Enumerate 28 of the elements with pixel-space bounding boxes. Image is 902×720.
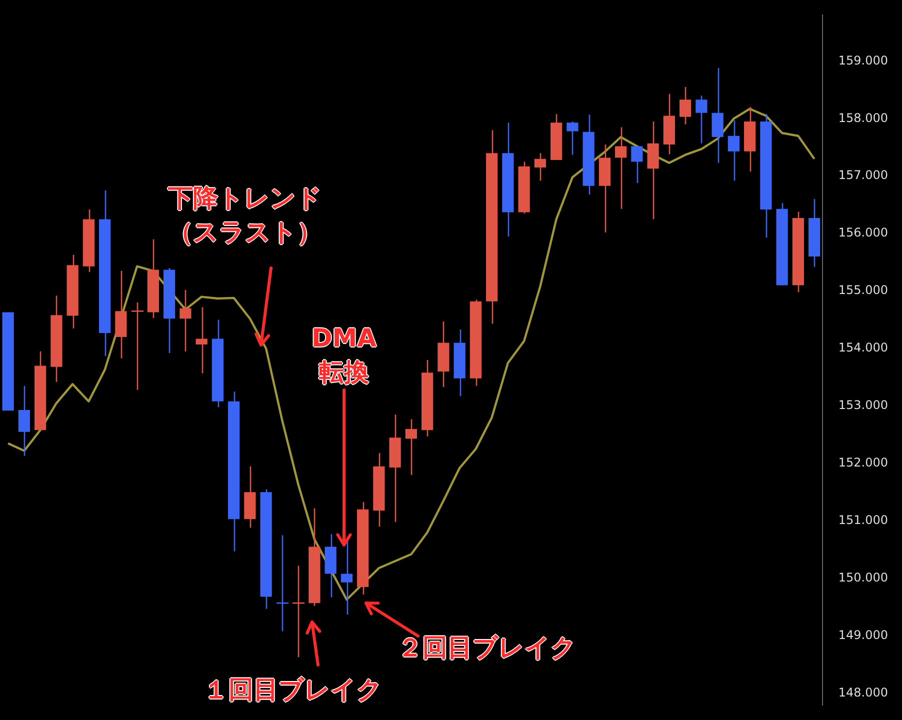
y-tick-label: 151.000 — [838, 513, 888, 528]
y-tick-label: 157.000 — [838, 168, 888, 182]
candlestick — [196, 306, 208, 374]
y-tick-label: 152.000 — [838, 456, 888, 470]
candlestick — [680, 86, 692, 126]
y-tick-label: 159.000 — [838, 53, 888, 68]
annotation: ２回目ブレイク — [398, 632, 576, 664]
y-tick-label: 153.000 — [838, 398, 888, 412]
candlestick — [615, 126, 627, 210]
candlestick — [340, 538, 352, 616]
y-tick-label: 155.000 — [838, 283, 888, 298]
y-tick-label: 158.000 — [838, 110, 888, 125]
annotation: DMA 転換 — [312, 322, 376, 388]
candlestick — [534, 152, 546, 182]
y-tick-label: 156.000 — [838, 226, 888, 240]
y-tick-label: 154.000 — [838, 340, 888, 355]
candlestick — [18, 385, 30, 457]
annotation: 下降トレンド（スラスト） — [167, 182, 323, 248]
y-tick-label: 148.000 — [838, 685, 888, 700]
candlestick — [180, 289, 192, 352]
candlestick — [728, 120, 740, 182]
y-tick-label: 149.000 — [838, 628, 888, 642]
candlestick — [566, 120, 578, 156]
candlestick — [696, 95, 708, 144]
annotation: １回目ブレイク — [204, 674, 382, 706]
candlestick — [631, 146, 643, 184]
candlestick — [405, 418, 417, 476]
y-tick-label: 150.000 — [838, 570, 888, 584]
